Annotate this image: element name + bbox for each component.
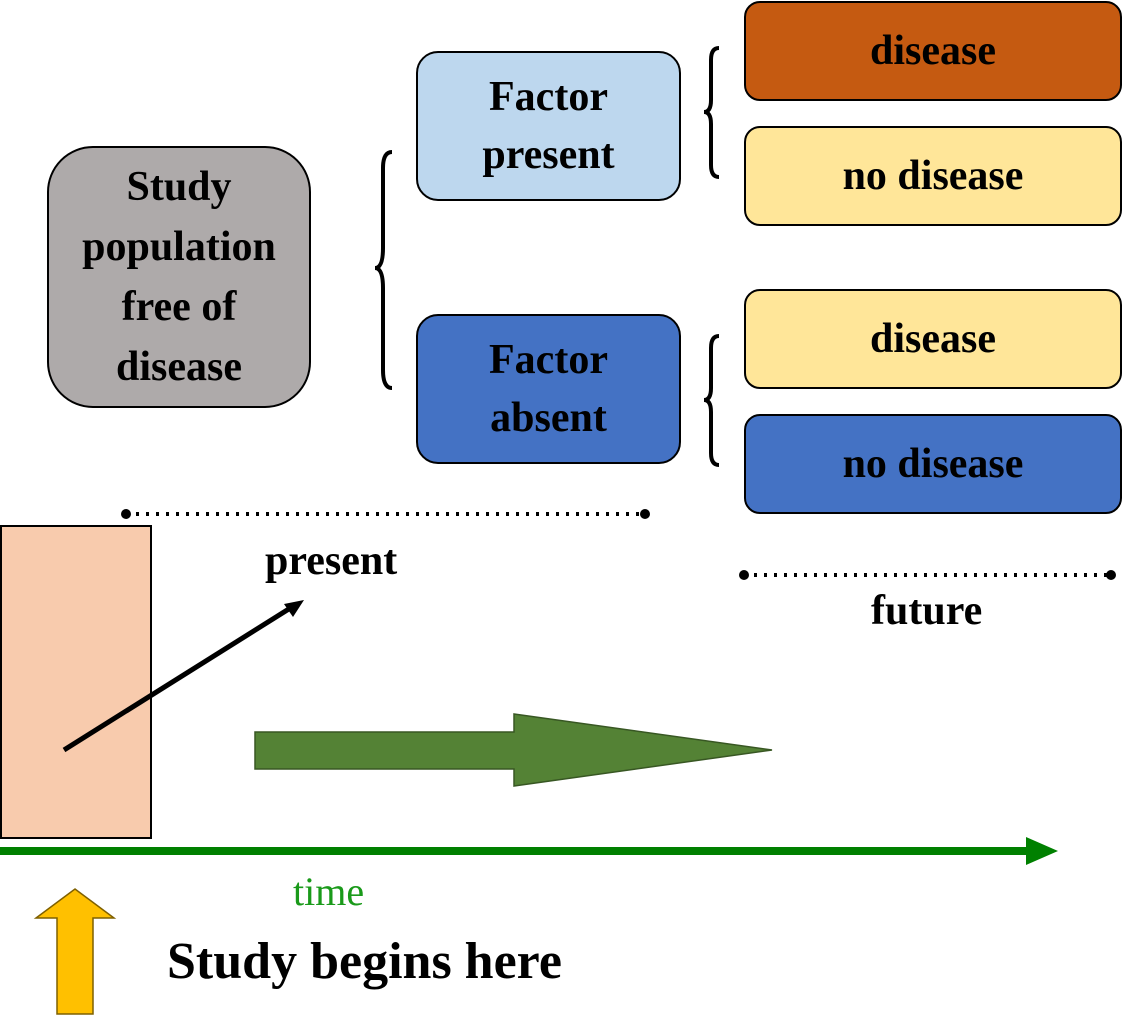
- study-population-box: Study population free of disease: [47, 146, 311, 408]
- time-axis-label: time: [293, 869, 365, 914]
- population-line-4: disease: [116, 344, 242, 390]
- future-dot-end: [1106, 570, 1116, 580]
- outcome-label: disease: [870, 316, 996, 362]
- future-label: future: [871, 588, 983, 634]
- present-dot-end: [640, 509, 650, 519]
- progress-arrow: [254, 713, 773, 787]
- present-dot-start: [121, 509, 131, 519]
- study-window-rect: [0, 525, 152, 839]
- population-line-1: Study: [126, 164, 232, 210]
- present-label: present: [265, 538, 398, 584]
- time-axis-arrowhead: [1026, 837, 1058, 865]
- study-begins-arrow-icon: [33, 888, 117, 1015]
- present-pointer-line: [62, 604, 294, 753]
- outcome-label: disease: [870, 28, 996, 74]
- factor-present-line-2: present: [482, 132, 615, 178]
- present-pointer-head: [284, 600, 304, 617]
- outcome-exposed-no-disease-box: no disease: [744, 126, 1122, 226]
- brace-factor-absent: [703, 334, 720, 467]
- outcome-unexposed-no-disease-box: no disease: [744, 414, 1122, 514]
- factor-absent-line-2: absent: [490, 395, 607, 441]
- population-line-2: population: [82, 224, 276, 270]
- population-line-3: free of: [121, 284, 237, 330]
- factor-absent-box: Factor absent: [416, 314, 681, 464]
- factor-present-box: Factor present: [416, 51, 681, 201]
- outcome-unexposed-disease-box: disease: [744, 289, 1122, 389]
- future-dot-start: [739, 570, 749, 580]
- brace-population: [374, 150, 393, 390]
- outcome-exposed-disease-box: disease: [744, 1, 1122, 101]
- factor-absent-line-1: Factor: [489, 337, 608, 383]
- brace-factor-present: [703, 46, 720, 179]
- outcome-label: no disease: [842, 153, 1024, 199]
- outcome-label: no disease: [842, 441, 1024, 487]
- factor-present-line-1: Factor: [489, 74, 608, 120]
- study-begins-label: Study begins here: [167, 933, 562, 990]
